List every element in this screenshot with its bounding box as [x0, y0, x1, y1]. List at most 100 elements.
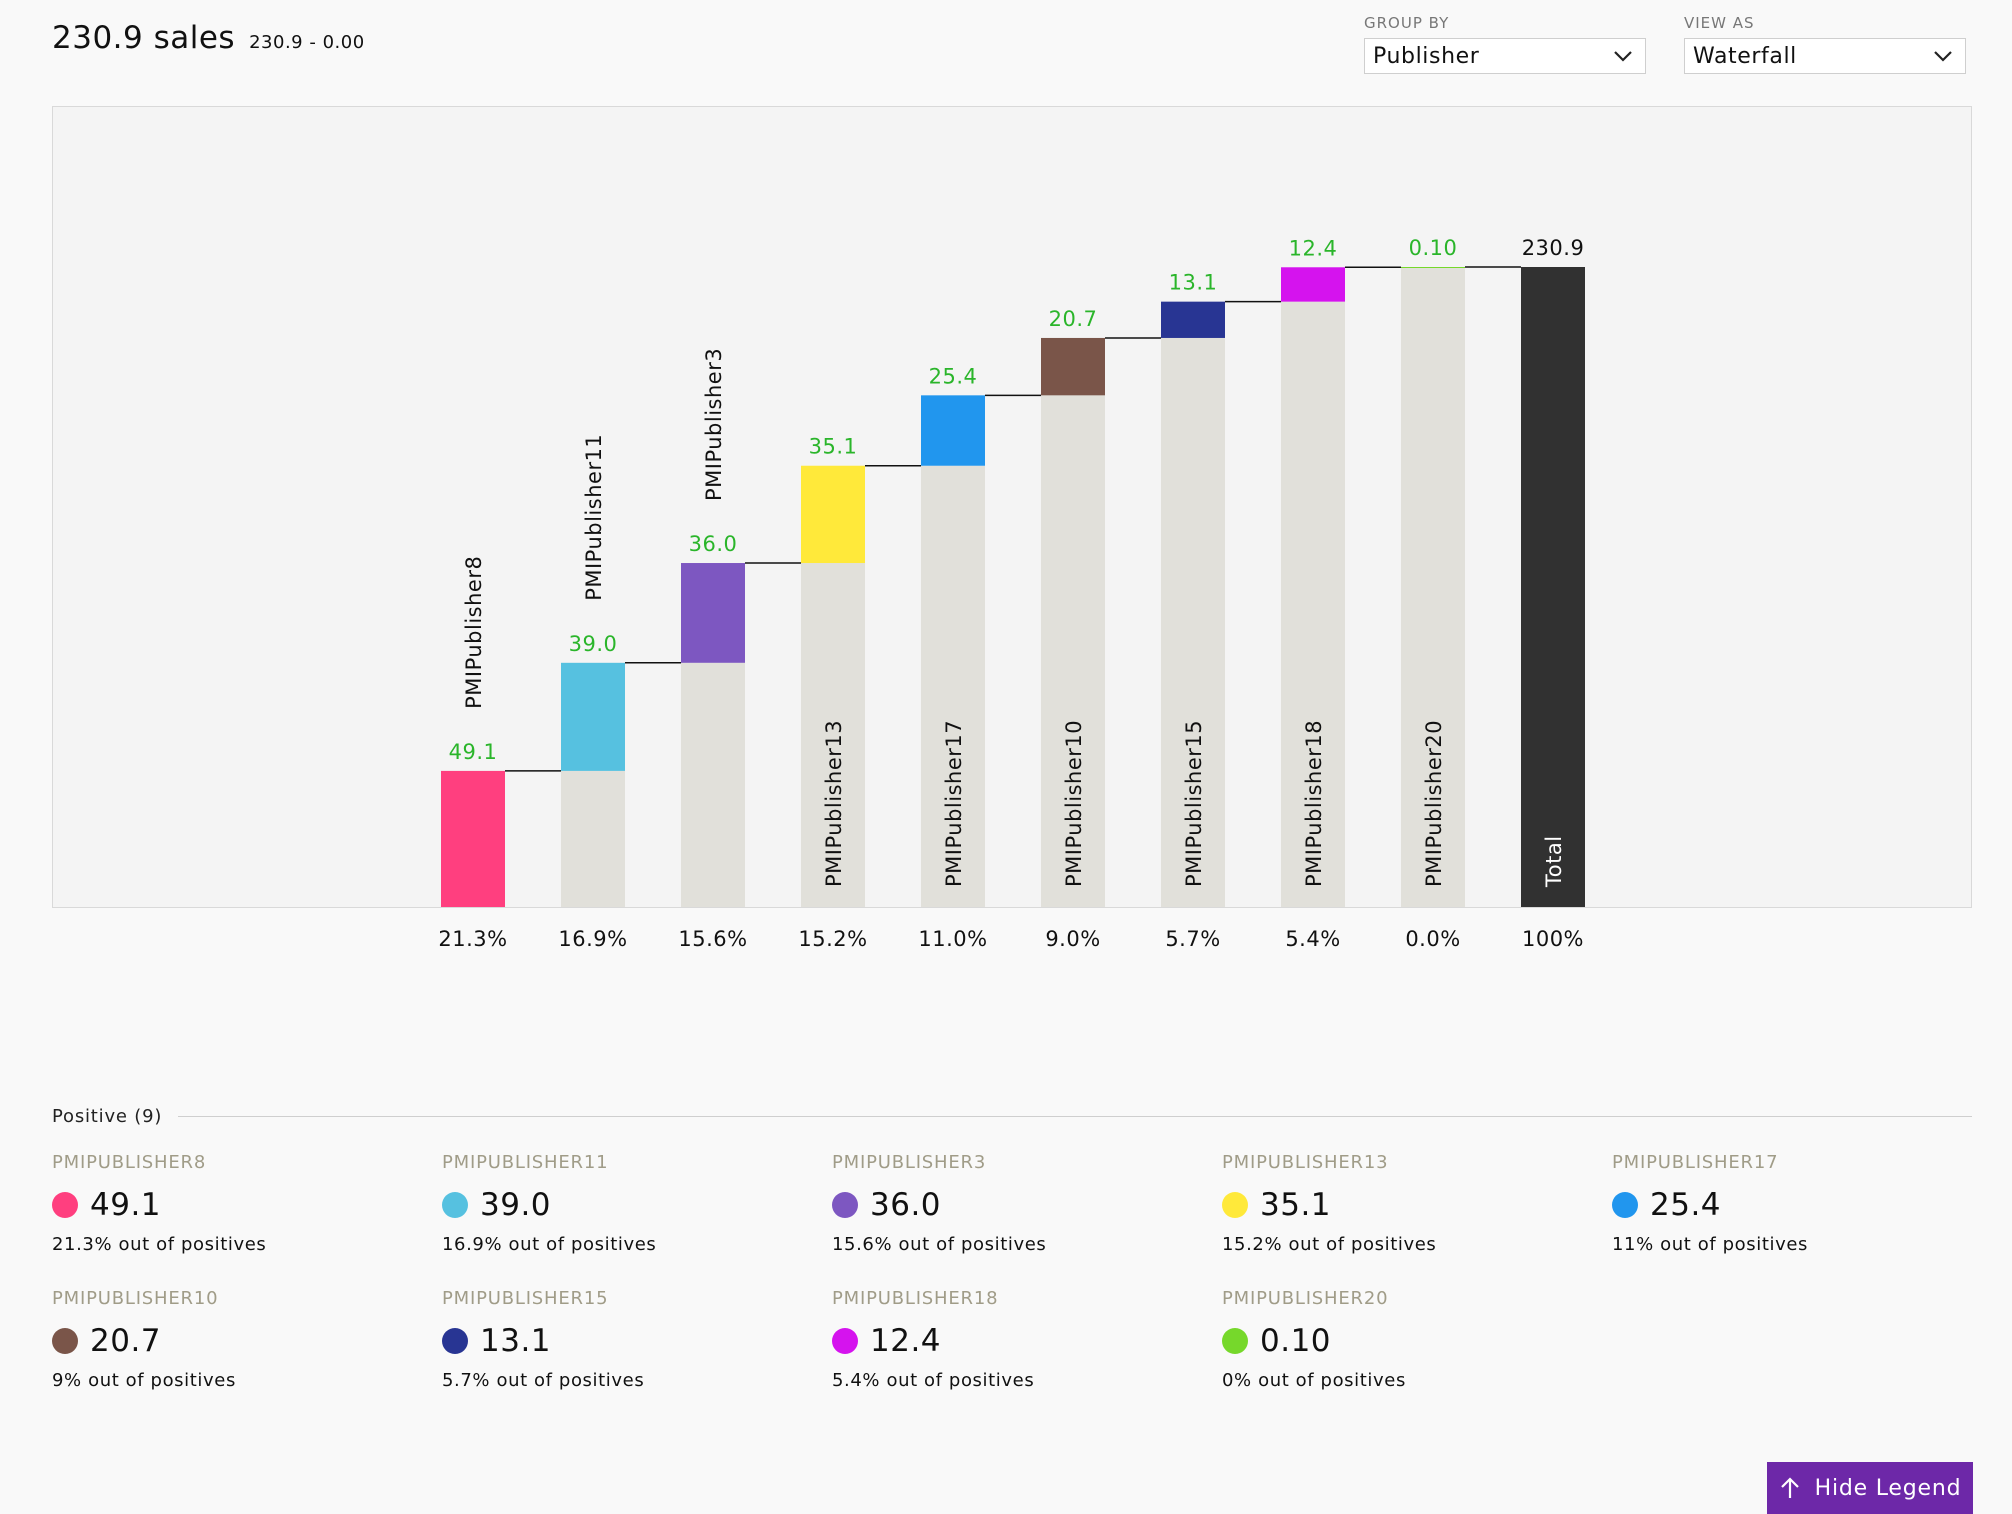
legend-item-percentage: 5.7% out of positives: [442, 1370, 645, 1391]
legend-color-dot: [1612, 1192, 1638, 1218]
group-by-label: GROUP BY: [1364, 14, 1450, 32]
legend-item-name: PMIPUBLISHER15: [442, 1288, 609, 1309]
legend-item-percentage: 0% out of positives: [1222, 1370, 1406, 1391]
bar-percentage-label: 5.4%: [1285, 927, 1340, 951]
legend-item-value: 25.4: [1650, 1187, 1722, 1223]
waterfall-base-bar: [1161, 337, 1225, 907]
legend-item-percentage: 15.6% out of positives: [832, 1234, 1047, 1255]
chart-title: 230.9 sales: [52, 20, 236, 56]
category-label: PMIPublisher20: [1422, 720, 1446, 887]
legend-item-value: 13.1: [480, 1323, 552, 1359]
waterfall-base-bar: [1041, 395, 1105, 907]
waterfall-base-bar: [1401, 267, 1465, 907]
legend-item: PMIPUBLISHER8 49.1 21.3% out of positive…: [52, 1152, 442, 1288]
bar-percentage-label: 21.3%: [438, 927, 507, 951]
legend-item-percentage: 9% out of positives: [52, 1370, 236, 1391]
legend-item-value: 20.7: [90, 1323, 162, 1359]
category-label: PMIPublisher15: [1182, 720, 1206, 887]
view-as-select[interactable]: Waterfall: [1684, 38, 1966, 74]
category-label: PMIPublisher18: [1302, 720, 1326, 887]
legend-item: PMIPUBLISHER15 13.1 5.7% out of positive…: [442, 1288, 832, 1424]
bar-value-label: 13.1: [1169, 271, 1218, 295]
total-category-label: Total: [1542, 835, 1566, 888]
arrow-up-icon: [1780, 1477, 1799, 1498]
legend-item-percentage: 15.2% out of positives: [1222, 1234, 1437, 1255]
legend-item-value: 12.4: [870, 1323, 942, 1359]
waterfall-bar[interactable]: [561, 662, 625, 771]
bar-value-label: 35.1: [809, 435, 858, 459]
bar-percentage-label: 15.6%: [678, 927, 747, 951]
waterfall-bar[interactable]: [681, 563, 745, 663]
bar-percentage-label: 0.0%: [1405, 927, 1460, 951]
bar-value-label: 12.4: [1289, 236, 1338, 260]
category-label: PMIPublisher17: [942, 720, 966, 887]
legend-item: PMIPUBLISHER17 25.4 11% out of positives: [1612, 1152, 2002, 1288]
legend-item: PMIPUBLISHER3 36.0 15.6% out of positive…: [832, 1152, 1222, 1288]
legend-item-name: PMIPUBLISHER17: [1612, 1152, 1779, 1173]
bar-percentage-label: 11.0%: [918, 927, 987, 951]
waterfall-base-bar: [801, 563, 865, 907]
legend-item-name: PMIPUBLISHER10: [52, 1288, 219, 1309]
waterfall-bar[interactable]: [1401, 267, 1465, 268]
hide-legend-label: Hide Legend: [1814, 1475, 1962, 1501]
waterfall-base-bar: [681, 662, 745, 907]
bar-value-label: 25.4: [929, 364, 978, 388]
legend-item: PMIPUBLISHER10 20.7 9% out of positives: [52, 1288, 442, 1424]
waterfall-bar[interactable]: [1281, 267, 1345, 302]
legend-item-percentage: 21.3% out of positives: [52, 1234, 267, 1255]
view-as-label: VIEW AS: [1684, 14, 1755, 32]
legend-item: PMIPUBLISHER13 35.1 15.2% out of positiv…: [1222, 1152, 1612, 1288]
legend-item-value: 0.10: [1260, 1323, 1332, 1359]
hide-legend-button[interactable]: Hide Legend: [1767, 1462, 1973, 1514]
group-by-control: GROUP BY Publisher: [1364, 14, 1646, 74]
legend-item-name: PMIPUBLISHER8: [52, 1152, 207, 1173]
legend-header: Positive (9): [52, 1104, 1972, 1128]
legend-item-name: PMIPUBLISHER3: [832, 1152, 987, 1173]
waterfall-bar[interactable]: [801, 465, 865, 564]
chart-panel: 49.1 21.3% PMIPublisher8 39.0 16.9% PMIPublis…: [52, 106, 1972, 951]
bar-percentage-label: 15.2%: [798, 927, 867, 951]
waterfall-chart: 49.1 21.3% PMIPublisher8 39.0 16.9% PMIPublis…: [438, 236, 1585, 951]
waterfall-bar[interactable]: [1041, 337, 1105, 396]
chevron-down-icon: [1614, 51, 1632, 62]
legend-item-percentage: 5.4% out of positives: [832, 1370, 1035, 1391]
legend-color-dot: [442, 1192, 468, 1218]
legend-color-dot: [442, 1328, 468, 1354]
legend-divider: [178, 1115, 1972, 1117]
waterfall-bar[interactable]: [921, 395, 985, 466]
total-value-label: 230.9: [1522, 236, 1585, 260]
legend-item-percentage: 16.9% out of positives: [442, 1234, 657, 1255]
chart-subtitle: 230.9 - 0.00: [249, 32, 365, 53]
bar-percentage-label: 9.0%: [1045, 927, 1100, 951]
legend-item-name: PMIPUBLISHER13: [1222, 1152, 1389, 1173]
legend-item-percentage: 11% out of positives: [1612, 1234, 1808, 1255]
category-label: PMIPublisher8: [462, 556, 486, 709]
total-bar[interactable]: [1521, 267, 1585, 907]
legend-color-dot: [832, 1328, 858, 1354]
legend-item-value: 35.1: [1260, 1187, 1332, 1223]
chevron-down-icon: [1934, 51, 1952, 62]
legend-item: PMIPUBLISHER20 0.10 0% out of positives: [1222, 1288, 1612, 1424]
bar-value-label: 39.0: [569, 632, 618, 656]
legend-item: PMIPUBLISHER11 39.0 16.9% out of positiv…: [442, 1152, 832, 1288]
waterfall-base-bar: [921, 465, 985, 907]
legend-item-value: 39.0: [480, 1187, 552, 1223]
waterfall-base-bar: [561, 770, 625, 907]
legend-item-value: 36.0: [870, 1187, 942, 1223]
waterfall-bar[interactable]: [441, 770, 505, 907]
bar-value-label: 49.1: [449, 740, 498, 764]
category-label: PMIPublisher13: [822, 720, 846, 887]
legend-color-dot: [52, 1328, 78, 1354]
chart-header: 230.9 sales 230.9 - 0.00: [52, 20, 365, 56]
bar-value-label: 0.10: [1409, 236, 1458, 260]
waterfall-bar[interactable]: [1161, 301, 1225, 338]
legend-item-name: PMIPUBLISHER20: [1222, 1288, 1389, 1309]
legend-color-dot: [1222, 1328, 1248, 1354]
legend-grid: PMIPUBLISHER8 49.1 21.3% out of positive…: [52, 1152, 2002, 1424]
category-label: PMIPublisher3: [702, 348, 726, 501]
waterfall-base-bar: [1281, 301, 1345, 907]
legend-color-dot: [52, 1192, 78, 1218]
category-label: PMIPublisher10: [1062, 720, 1086, 887]
group-by-select[interactable]: Publisher: [1364, 38, 1646, 74]
view-as-value: Waterfall: [1693, 43, 1797, 69]
